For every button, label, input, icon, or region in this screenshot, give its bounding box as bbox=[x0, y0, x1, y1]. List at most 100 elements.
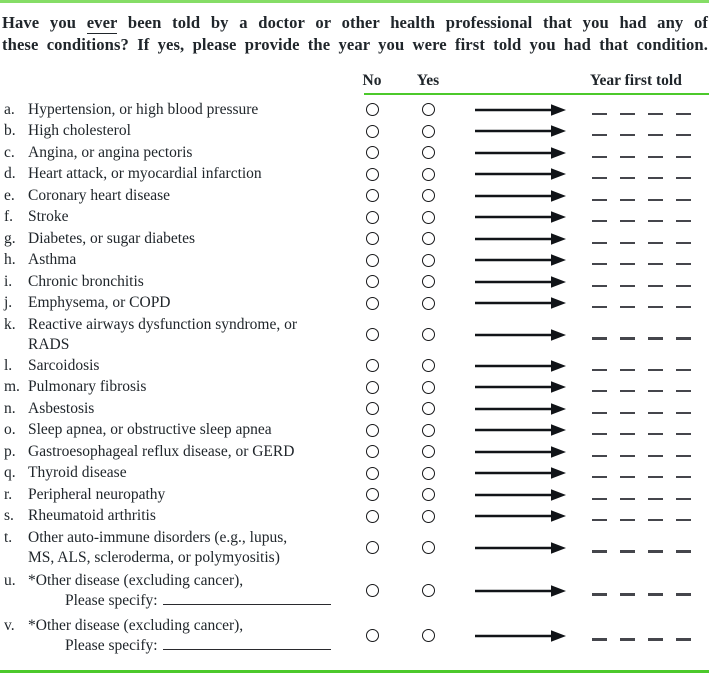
no-radio[interactable] bbox=[365, 124, 379, 138]
condition-label: Hypertension, or high blood pressure bbox=[28, 100, 259, 118]
yes-radio[interactable] bbox=[421, 232, 435, 246]
year-digit-blank bbox=[648, 390, 663, 393]
year-digit-blank bbox=[620, 337, 635, 340]
no-radio[interactable] bbox=[365, 402, 379, 416]
no-radio[interactable] bbox=[365, 210, 379, 224]
no-radio[interactable] bbox=[365, 380, 379, 394]
no-cell bbox=[348, 423, 396, 437]
no-radio[interactable] bbox=[365, 232, 379, 246]
year-first-told-field[interactable] bbox=[580, 368, 709, 371]
yes-radio[interactable] bbox=[421, 103, 435, 117]
yes-radio[interactable] bbox=[421, 359, 435, 373]
specify-blank-field[interactable] bbox=[162, 645, 331, 650]
no-radio[interactable] bbox=[365, 253, 379, 267]
yes-radio[interactable] bbox=[421, 488, 435, 502]
year-first-told-field[interactable] bbox=[580, 134, 709, 137]
specify-blank-field[interactable] bbox=[162, 600, 331, 605]
yes-radio[interactable] bbox=[421, 210, 435, 224]
year-first-told-field[interactable] bbox=[580, 519, 709, 522]
year-first-told-field[interactable] bbox=[580, 550, 709, 553]
no-radio[interactable] bbox=[365, 629, 379, 642]
year-digit-blank bbox=[648, 519, 663, 522]
no-radio[interactable] bbox=[365, 167, 379, 181]
no-radio[interactable] bbox=[365, 466, 379, 480]
row-letter: n. bbox=[4, 399, 16, 417]
condition-label: Reactive airways dysfunction syndrome, o… bbox=[28, 315, 298, 333]
no-radio[interactable] bbox=[365, 423, 379, 437]
yes-cell bbox=[396, 488, 460, 502]
year-first-told-field[interactable] bbox=[580, 476, 709, 479]
year-first-told-field[interactable] bbox=[580, 198, 709, 201]
yes-radio[interactable] bbox=[421, 466, 435, 480]
year-first-told-field[interactable] bbox=[580, 284, 709, 287]
no-radio[interactable] bbox=[365, 359, 379, 373]
no-radio[interactable] bbox=[365, 189, 379, 203]
yes-radio[interactable] bbox=[421, 380, 435, 394]
row-letter: h. bbox=[4, 251, 16, 269]
yes-radio[interactable] bbox=[421, 541, 435, 554]
year-first-told-field[interactable] bbox=[580, 390, 709, 393]
yes-radio[interactable] bbox=[421, 423, 435, 437]
please-specify-label: Please specify: bbox=[65, 636, 158, 654]
yes-radio[interactable] bbox=[421, 402, 435, 416]
no-radio[interactable] bbox=[365, 509, 379, 523]
year-digit-blank bbox=[592, 284, 607, 287]
no-radio[interactable] bbox=[365, 275, 379, 289]
year-first-told-field[interactable] bbox=[580, 241, 709, 244]
year-digit-blank bbox=[620, 519, 635, 522]
no-radio[interactable] bbox=[365, 296, 379, 310]
year-first-told-field[interactable] bbox=[580, 638, 709, 641]
yes-radio[interactable] bbox=[421, 328, 435, 341]
no-radio[interactable] bbox=[365, 146, 379, 160]
year-digit-blank bbox=[592, 112, 607, 115]
year-first-told-field[interactable] bbox=[580, 593, 709, 596]
year-first-told-field[interactable] bbox=[580, 497, 709, 500]
arrow-icon bbox=[475, 254, 566, 267]
condition-label-cell: s. Rheumatoid arthritis bbox=[0, 506, 348, 526]
yes-radio[interactable] bbox=[421, 124, 435, 138]
year-first-told-field[interactable] bbox=[580, 433, 709, 436]
year-first-told-field[interactable] bbox=[580, 220, 709, 223]
year-first-told-field[interactable] bbox=[580, 454, 709, 457]
header-underline-rule bbox=[364, 93, 709, 95]
conditions-rows: a. Hypertension, or high blood pressure bbox=[0, 99, 709, 658]
no-cell bbox=[348, 253, 396, 267]
yes-radio[interactable] bbox=[421, 584, 435, 597]
year-digit-blank bbox=[676, 263, 691, 266]
yes-radio[interactable] bbox=[421, 445, 435, 459]
year-first-told-field[interactable] bbox=[580, 411, 709, 414]
yes-radio[interactable] bbox=[421, 167, 435, 181]
year-first-told-field[interactable] bbox=[580, 337, 709, 340]
year-digit-blank bbox=[648, 112, 663, 115]
no-radio[interactable] bbox=[365, 103, 379, 117]
question-text: Have you ever been told by a doctor or o… bbox=[0, 3, 709, 56]
condition-label-cell: v. *Other disease (excluding cancer), Pl… bbox=[0, 616, 348, 656]
no-radio[interactable] bbox=[365, 488, 379, 502]
no-radio[interactable] bbox=[365, 445, 379, 459]
year-first-told-field[interactable] bbox=[580, 306, 709, 309]
year-digit-blank bbox=[592, 177, 607, 180]
yes-radio[interactable] bbox=[421, 296, 435, 310]
condition-label: Emphysema, or COPD bbox=[28, 294, 171, 312]
year-first-told-field[interactable] bbox=[580, 155, 709, 158]
yes-radio[interactable] bbox=[421, 189, 435, 203]
year-digit-blank bbox=[592, 220, 607, 223]
yes-radio[interactable] bbox=[421, 509, 435, 523]
year-first-told-field[interactable] bbox=[580, 112, 709, 115]
year-first-told-field[interactable] bbox=[580, 177, 709, 180]
yes-radio[interactable] bbox=[421, 253, 435, 267]
year-digit-blank bbox=[592, 155, 607, 158]
no-radio[interactable] bbox=[365, 328, 379, 341]
year-first-told-field[interactable] bbox=[580, 263, 709, 266]
no-cell bbox=[348, 402, 396, 416]
yes-radio[interactable] bbox=[421, 629, 435, 642]
row-letter: t. bbox=[4, 528, 13, 546]
condition-row: q. Thyroid disease bbox=[0, 463, 709, 485]
no-radio[interactable] bbox=[365, 584, 379, 597]
yes-radio[interactable] bbox=[421, 275, 435, 289]
condition-label-cell: a. Hypertension, or high blood pressure bbox=[0, 100, 348, 120]
no-cell bbox=[348, 466, 396, 480]
no-radio[interactable] bbox=[365, 541, 379, 554]
year-digit-blank bbox=[620, 241, 635, 244]
yes-radio[interactable] bbox=[421, 146, 435, 160]
